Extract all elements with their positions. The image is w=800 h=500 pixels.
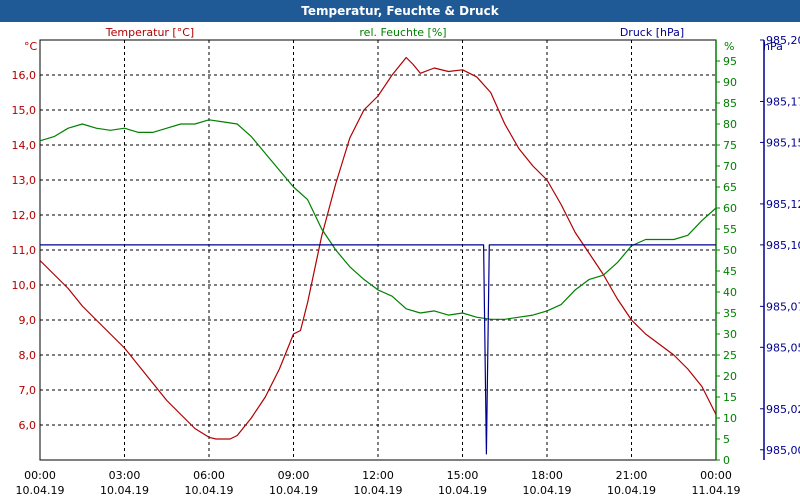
left-axis-tick-label: 10,0 bbox=[12, 279, 37, 292]
x-tick-time: 00:00 bbox=[700, 469, 732, 482]
right-axis-tick-label: 985,12 bbox=[766, 198, 800, 211]
x-tick-date: 10.04.19 bbox=[100, 484, 149, 497]
middle-axis-tick-label: 35 bbox=[723, 307, 737, 320]
x-tick-time: 18:00 bbox=[531, 469, 563, 482]
left-axis-tick-label: 16,0 bbox=[12, 69, 37, 82]
middle-axis-tick-label: 5 bbox=[723, 433, 730, 446]
middle-axis-tick-label: 75 bbox=[723, 139, 737, 152]
series-lines bbox=[39, 56, 717, 455]
left-axis-tick-label: 15,0 bbox=[12, 104, 37, 117]
right-axis-tick-label: 985,17 bbox=[766, 95, 800, 108]
chart: 00:00 10.04.19 03:00 10.04.19 06:00 10.04.19 0… bbox=[0, 22, 800, 500]
left-axis-tick-label: 12,0 bbox=[12, 209, 37, 222]
left-axis-unit: °C bbox=[24, 40, 38, 53]
right-axis-tick-label: 985,05 bbox=[766, 341, 800, 354]
middle-axis-tick-label: 65 bbox=[723, 181, 737, 194]
middle-axis-tick-label: 70 bbox=[723, 160, 737, 173]
middle-axis-tick-label: 45 bbox=[723, 265, 737, 278]
x-tick-date: 10.04.19 bbox=[269, 484, 318, 497]
right-axis-tick-label: 985,10 bbox=[766, 239, 800, 252]
tick-labels: 00:00 10.04.19 03:00 10.04.19 06:00 10.04.19 0… bbox=[12, 26, 800, 497]
x-tick-date: 10.04.19 bbox=[607, 484, 656, 497]
middle-axis-unit: % bbox=[724, 40, 734, 53]
middle-axis-tick-label: 60 bbox=[723, 202, 737, 215]
x-tick-date: 11.04.19 bbox=[692, 484, 741, 497]
middle-axis-tick-label: 30 bbox=[723, 328, 737, 341]
middle-axis-tick-label: 15 bbox=[723, 391, 737, 404]
left-axis-tick-label: 9,0 bbox=[19, 314, 37, 327]
axes bbox=[39, 39, 765, 461]
x-tick-time: 12:00 bbox=[362, 469, 394, 482]
x-tick-date: 10.04.19 bbox=[185, 484, 234, 497]
x-tick-time: 03:00 bbox=[109, 469, 141, 482]
middle-axis-tick-label: 95 bbox=[723, 55, 737, 68]
grid bbox=[40, 40, 716, 460]
middle-axis-tick-label: 10 bbox=[723, 412, 737, 425]
series-line-humidity bbox=[39, 119, 717, 320]
middle-axis-tick-label: 90 bbox=[723, 76, 737, 89]
right-axis-tick-label: 985,02 bbox=[766, 403, 800, 416]
middle-axis-tick-label: 0 bbox=[723, 454, 730, 467]
x-tick-time: 21:00 bbox=[616, 469, 648, 482]
left-axis-tick-label: 14,0 bbox=[12, 139, 37, 152]
series-line-pressure bbox=[40, 244, 716, 455]
x-tick-date: 10.04.19 bbox=[16, 484, 65, 497]
middle-axis-tick-label: 55 bbox=[723, 223, 737, 236]
right-axis-tick-label: 985,15 bbox=[766, 136, 800, 149]
left-axis-tick-label: 8,0 bbox=[19, 349, 37, 362]
middle-axis-tick-label: 50 bbox=[723, 244, 737, 257]
right-axis-tick-label: 985,07 bbox=[766, 300, 800, 313]
chart-title: Temperatur, Feuchte & Druck bbox=[0, 0, 800, 22]
series-line-temperature bbox=[39, 56, 717, 440]
x-tick-date: 10.04.19 bbox=[438, 484, 487, 497]
series-name-temperature: Temperatur [°C] bbox=[105, 26, 194, 39]
x-tick-date: 10.04.19 bbox=[523, 484, 572, 497]
x-tick-time: 09:00 bbox=[278, 469, 310, 482]
middle-axis-tick-label: 85 bbox=[723, 97, 737, 110]
middle-axis-tick-label: 80 bbox=[723, 118, 737, 131]
series-name-pressure: Druck [hPa] bbox=[620, 26, 684, 39]
middle-axis-tick-label: 40 bbox=[723, 286, 737, 299]
left-axis-tick-label: 6,0 bbox=[19, 419, 37, 432]
right-axis-tick-label: 985,20 bbox=[766, 34, 800, 47]
middle-axis-tick-label: 25 bbox=[723, 349, 737, 362]
middle-axis-tick-label: 20 bbox=[723, 370, 737, 383]
right-axis-tick-label: 985,00 bbox=[766, 444, 800, 457]
plot-background bbox=[0, 22, 800, 500]
x-tick-date: 10.04.19 bbox=[354, 484, 403, 497]
series-name-humidity: rel. Feuchte [%] bbox=[359, 26, 446, 39]
left-axis-tick-label: 13,0 bbox=[12, 174, 37, 187]
x-tick-time: 15:00 bbox=[447, 469, 479, 482]
left-axis-tick-label: 11,0 bbox=[12, 244, 37, 257]
left-axis-tick-label: 7,0 bbox=[19, 384, 37, 397]
x-tick-time: 00:00 bbox=[24, 469, 56, 482]
right-axis-unit: hPa bbox=[763, 40, 783, 53]
x-tick-time: 06:00 bbox=[193, 469, 225, 482]
